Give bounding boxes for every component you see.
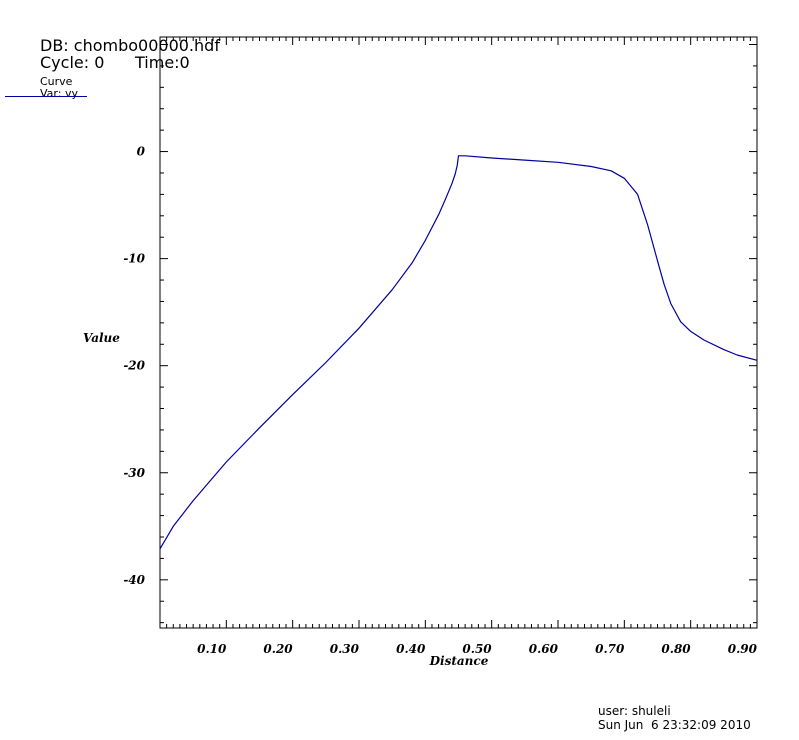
y-tick-label: -30	[123, 466, 145, 480]
x-tick-label: 0.40	[396, 642, 426, 656]
legend-line-swatch	[5, 96, 87, 97]
cycle-time-line: Cycle: 0 Time:0	[40, 54, 190, 72]
x-tick-label: 0.20	[263, 642, 293, 656]
legend-curve-label: Curve	[40, 75, 73, 88]
time-label: Time:0	[135, 53, 190, 72]
x-tick-label: 0.90	[728, 642, 758, 656]
series-line-vy	[159, 155, 758, 550]
footer-user: user: shuleli	[598, 704, 671, 718]
x-axis-title: Distance	[429, 654, 489, 668]
x-tick-label: 0.80	[661, 642, 691, 656]
y-tick-label: -20	[123, 359, 145, 373]
x-tick-label: 0.30	[330, 642, 360, 656]
x-axis-ticks: 0.10 0.20 0.30 0.40 0.50 0.60 0.70 0.80 0.90	[166, 37, 758, 656]
database-title: DB: chombo00000.hdf	[40, 36, 220, 55]
y-tick-label: 0	[137, 145, 146, 159]
y-axis-title: Value	[83, 331, 120, 345]
plot-frame	[159, 36, 758, 629]
x-tick-label: 0.60	[529, 642, 559, 656]
y-tick-label: -40	[123, 573, 145, 587]
x-tick-label: 0.70	[595, 642, 625, 656]
footer-date: Sun Jun 6 23:32:09 2010	[598, 718, 751, 732]
series-layer	[159, 155, 758, 550]
cycle-label: Cycle: 0	[40, 53, 105, 72]
y-tick-label: -10	[123, 252, 145, 266]
x-tick-label: 0.10	[197, 642, 227, 656]
x-tick-label: 0.50	[462, 642, 492, 656]
y-axis-ticks: 0 -10 -20 -30 -40	[123, 43, 757, 624]
